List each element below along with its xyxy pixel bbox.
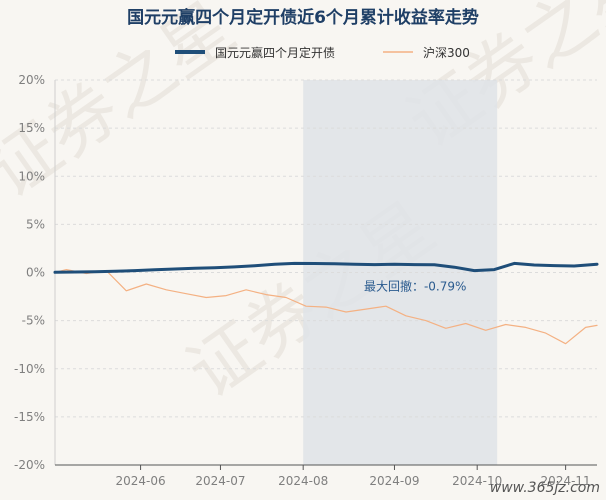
y-tick-label: 20% [18,73,45,87]
x-axis: 2024-06 2024-07 2024-08 2024-09 2024-10 2024-… [55,464,597,488]
x-tick-label: 2024-10 [452,474,502,488]
site-watermark: www.365jz.com [490,480,600,496]
series-line-hs300 [54,269,598,345]
x-tick-label: 2024-08 [278,474,328,488]
y-tick-label: -5% [22,314,45,328]
watermark: 证券之星证券之星证券之星 [0,0,606,414]
x-tick-label: 2024-06 [116,474,166,488]
legend-label-hs300: 沪深300 [423,46,470,60]
y-tick-label: 0% [26,266,45,280]
legend-item-hs300: 沪深300 [383,46,470,60]
y-tick-label: 5% [26,217,45,231]
y-tick-label: -10% [14,362,45,376]
annotations: 最大回撤：-0.79% [364,278,466,293]
series [53,261,599,345]
x-tick-label: 2024-07 [195,474,245,488]
legend-item-fund: 国元元赢四个月定开债 [175,45,335,60]
y-axis: 20% 15% 10% 5% 0% -5% -10% -15% -20% [14,73,56,472]
y-tick-label: -15% [14,410,45,424]
x-tick-label: 2024-09 [369,474,419,488]
series-line-fund [53,261,599,274]
chart-title: 国元元赢四个月定开债近6个月累计收益率走势 [127,7,479,28]
legend-label-fund: 国元元赢四个月定开债 [215,45,335,60]
y-tick-label: 15% [18,121,45,135]
legend: 国元元赢四个月定开债 沪深300 [175,45,470,60]
y-tick-label: -20% [14,458,45,472]
y-tick-label: 10% [18,169,45,183]
drawdown-label: 最大回撤：-0.79% [364,278,466,293]
x-tick-label: 2024-11 [541,474,591,488]
